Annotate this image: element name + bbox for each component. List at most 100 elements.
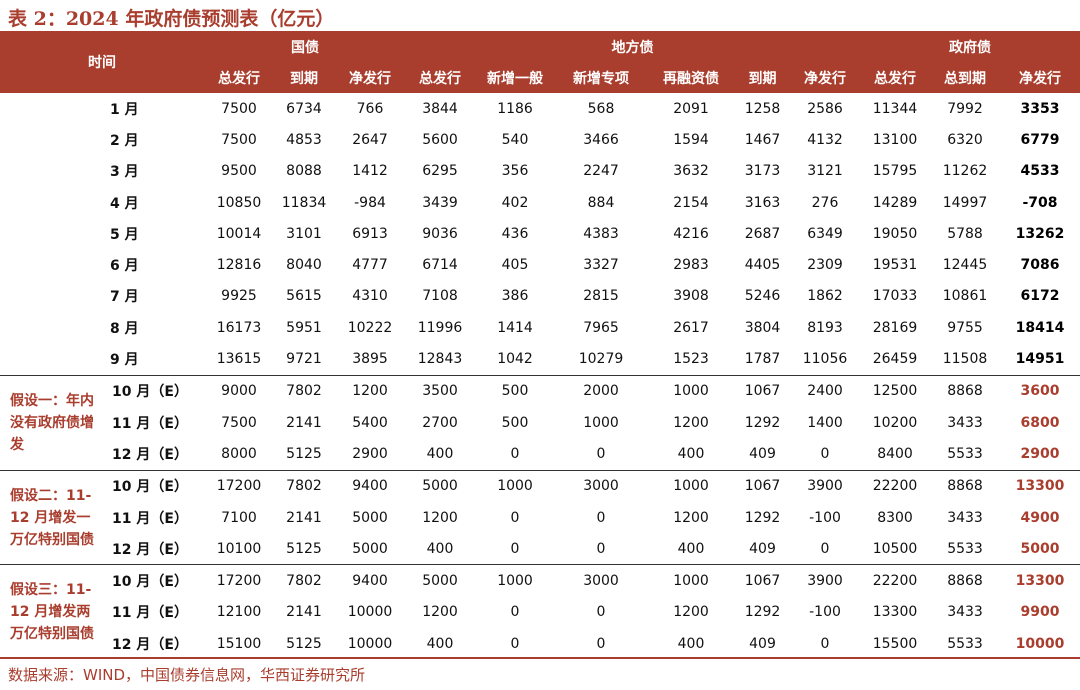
value-cell: 3000	[555, 564, 648, 597]
value-cell: 11508	[942, 351, 988, 368]
value-cell: 0	[596, 635, 606, 652]
value-cell: 2247	[583, 163, 619, 180]
month-label: 2 月	[110, 132, 139, 149]
value-cell: 766	[356, 100, 384, 117]
value-cell: 12500	[860, 374, 931, 407]
value-cell: 5533	[947, 540, 983, 557]
value-cell: 3632	[673, 163, 709, 180]
value-cell: 10014	[216, 225, 262, 242]
value-cell: 0	[510, 635, 520, 652]
net-issuance-cell: 13300	[1000, 564, 1080, 597]
value-cell: 7500	[221, 131, 257, 148]
net-issuance-cell: 4533	[1020, 163, 1060, 180]
value-cell: 3466	[583, 131, 619, 148]
header-group-local: 地方债	[405, 31, 861, 62]
table-row: 假设三：11-12 月增发两万亿特别国债 10 月（E） 17200 7802 9400…	[0, 564, 1080, 660]
value-cell: 11834	[281, 194, 327, 211]
net-issuance-cell: 13300	[1000, 469, 1080, 502]
net-issuance-cell: -708	[1022, 194, 1058, 211]
value-cell: 1200	[422, 604, 458, 621]
header-col: 新增专项	[555, 62, 648, 93]
value-cell: 8300	[877, 509, 913, 526]
value-cell: 7802	[273, 374, 335, 407]
value-cell: 3804	[744, 319, 781, 336]
net-issuance-cell: 10000	[1015, 635, 1065, 652]
value-cell: 6714	[422, 257, 458, 274]
net-issuance-cell: 7086	[1020, 257, 1060, 274]
value-cell: 1292	[744, 604, 781, 621]
value-cell: 1594	[673, 131, 709, 148]
value-cell: 11996	[417, 319, 463, 336]
value-cell: 500	[501, 414, 529, 431]
value-cell: 8868	[930, 469, 1001, 502]
value-cell: 8000	[221, 445, 257, 462]
value-cell: 2309	[807, 257, 843, 274]
value-cell: 400	[426, 540, 454, 557]
scenario-label: 假设二：11-12 月增发一万亿特别国债	[0, 469, 95, 565]
value-cell: 1523	[673, 351, 709, 368]
value-cell: 9400	[335, 564, 406, 597]
value-cell: 8040	[286, 257, 322, 274]
value-cell: 5246	[744, 288, 781, 305]
value-cell: 8400	[877, 445, 913, 462]
value-cell: 15795	[872, 163, 918, 180]
month-label: 10 月（E）	[95, 564, 205, 597]
value-cell: 5600	[422, 131, 458, 148]
value-cell: 2700	[422, 414, 458, 431]
value-cell: 1200	[335, 374, 406, 407]
header-col: 总发行	[205, 62, 273, 93]
value-cell: 386	[501, 288, 529, 305]
value-cell: 7108	[422, 288, 458, 305]
value-cell: 3439	[422, 194, 458, 211]
value-cell: 10500	[872, 540, 918, 557]
value-cell: 8868	[930, 564, 1001, 597]
table-row: 假设一：年内没有政府债增发 10 月（E） 9000 7802 1200 3500 500 2…	[0, 374, 1080, 471]
value-cell: 3163	[744, 194, 781, 211]
value-cell: 6320	[947, 131, 983, 148]
value-cell: 2586	[807, 100, 843, 117]
month-label: 12 月（E）	[112, 636, 188, 653]
value-cell: 10222	[347, 319, 393, 336]
table-row: 11 月（E） 12100 2141 10000 1200 0 0 1200 1292 -100 1…	[0, 597, 1080, 628]
net-issuance-cell: 5000	[1020, 540, 1060, 557]
value-cell: 3101	[286, 225, 322, 242]
value-cell: 7992	[947, 100, 983, 117]
value-cell: 3433	[947, 509, 983, 526]
value-cell: 6734	[286, 100, 322, 117]
header-col: 净发行	[790, 62, 861, 93]
table-row: 7 月 9925 5615 4310 7108 386 2815 3908 5246 1862 17…	[0, 281, 1080, 312]
value-cell: 3844	[422, 100, 458, 117]
value-cell: 436	[501, 225, 529, 242]
value-cell: 3327	[583, 257, 619, 274]
value-cell: 19531	[872, 257, 918, 274]
value-cell: 0	[820, 445, 830, 462]
value-cell: 6295	[422, 163, 458, 180]
value-cell: 1000	[647, 469, 736, 502]
value-cell: 276	[811, 194, 839, 211]
value-cell: 12445	[942, 257, 988, 274]
value-cell: 9755	[947, 319, 983, 336]
value-cell: 2983	[673, 257, 709, 274]
value-cell: 2141	[286, 414, 322, 431]
month-label: 12 月（E）	[112, 541, 188, 558]
value-cell: 1000	[475, 564, 556, 597]
table-row: 12 月（E） 10100 5125 5000 400 0 0 400 409 0 10500 553…	[0, 533, 1080, 565]
value-cell: 0	[596, 604, 606, 621]
value-cell: 9721	[286, 351, 322, 368]
table-row: 1 月 7500 6734 766 3844 1186 568 2091 1258 2586 113…	[0, 93, 1080, 124]
value-cell: 10200	[872, 414, 918, 431]
value-cell: 9000	[205, 374, 273, 407]
value-cell: 5400	[352, 414, 388, 431]
value-cell: 5125	[286, 540, 322, 557]
value-cell: 1000	[647, 374, 736, 407]
value-cell: 2647	[352, 131, 388, 148]
value-cell: 13300	[872, 604, 918, 621]
value-cell: 12816	[216, 257, 262, 274]
header-group-government: 政府债	[860, 31, 1080, 62]
value-cell: 7965	[583, 319, 619, 336]
value-cell: 356	[501, 163, 529, 180]
value-cell: 1200	[673, 414, 709, 431]
value-cell: 4132	[807, 131, 843, 148]
month-label: 10 月（E）	[95, 469, 205, 502]
value-cell: -100	[809, 509, 841, 526]
